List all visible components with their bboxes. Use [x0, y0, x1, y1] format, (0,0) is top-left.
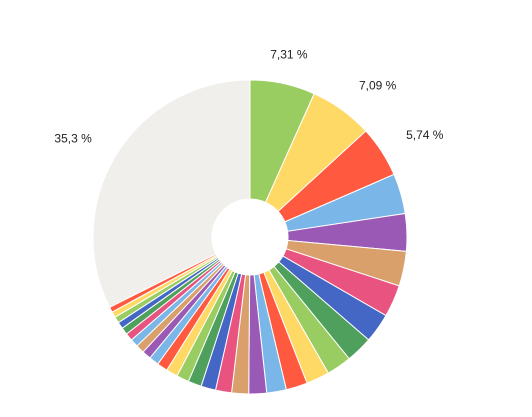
slice-percent-label: 7,09 % — [359, 78, 397, 92]
slices-group — [92, 79, 408, 395]
slice-percent-label: 5,74 % — [406, 128, 444, 142]
slice-percent-label: 7,31 % — [270, 47, 308, 61]
slice-percent-label: 35,3 % — [54, 131, 92, 145]
pie-slice[interactable] — [92, 79, 251, 308]
labels-group: 7,31 % 7,09 % 5,74 % 35,3 % — [54, 47, 443, 145]
